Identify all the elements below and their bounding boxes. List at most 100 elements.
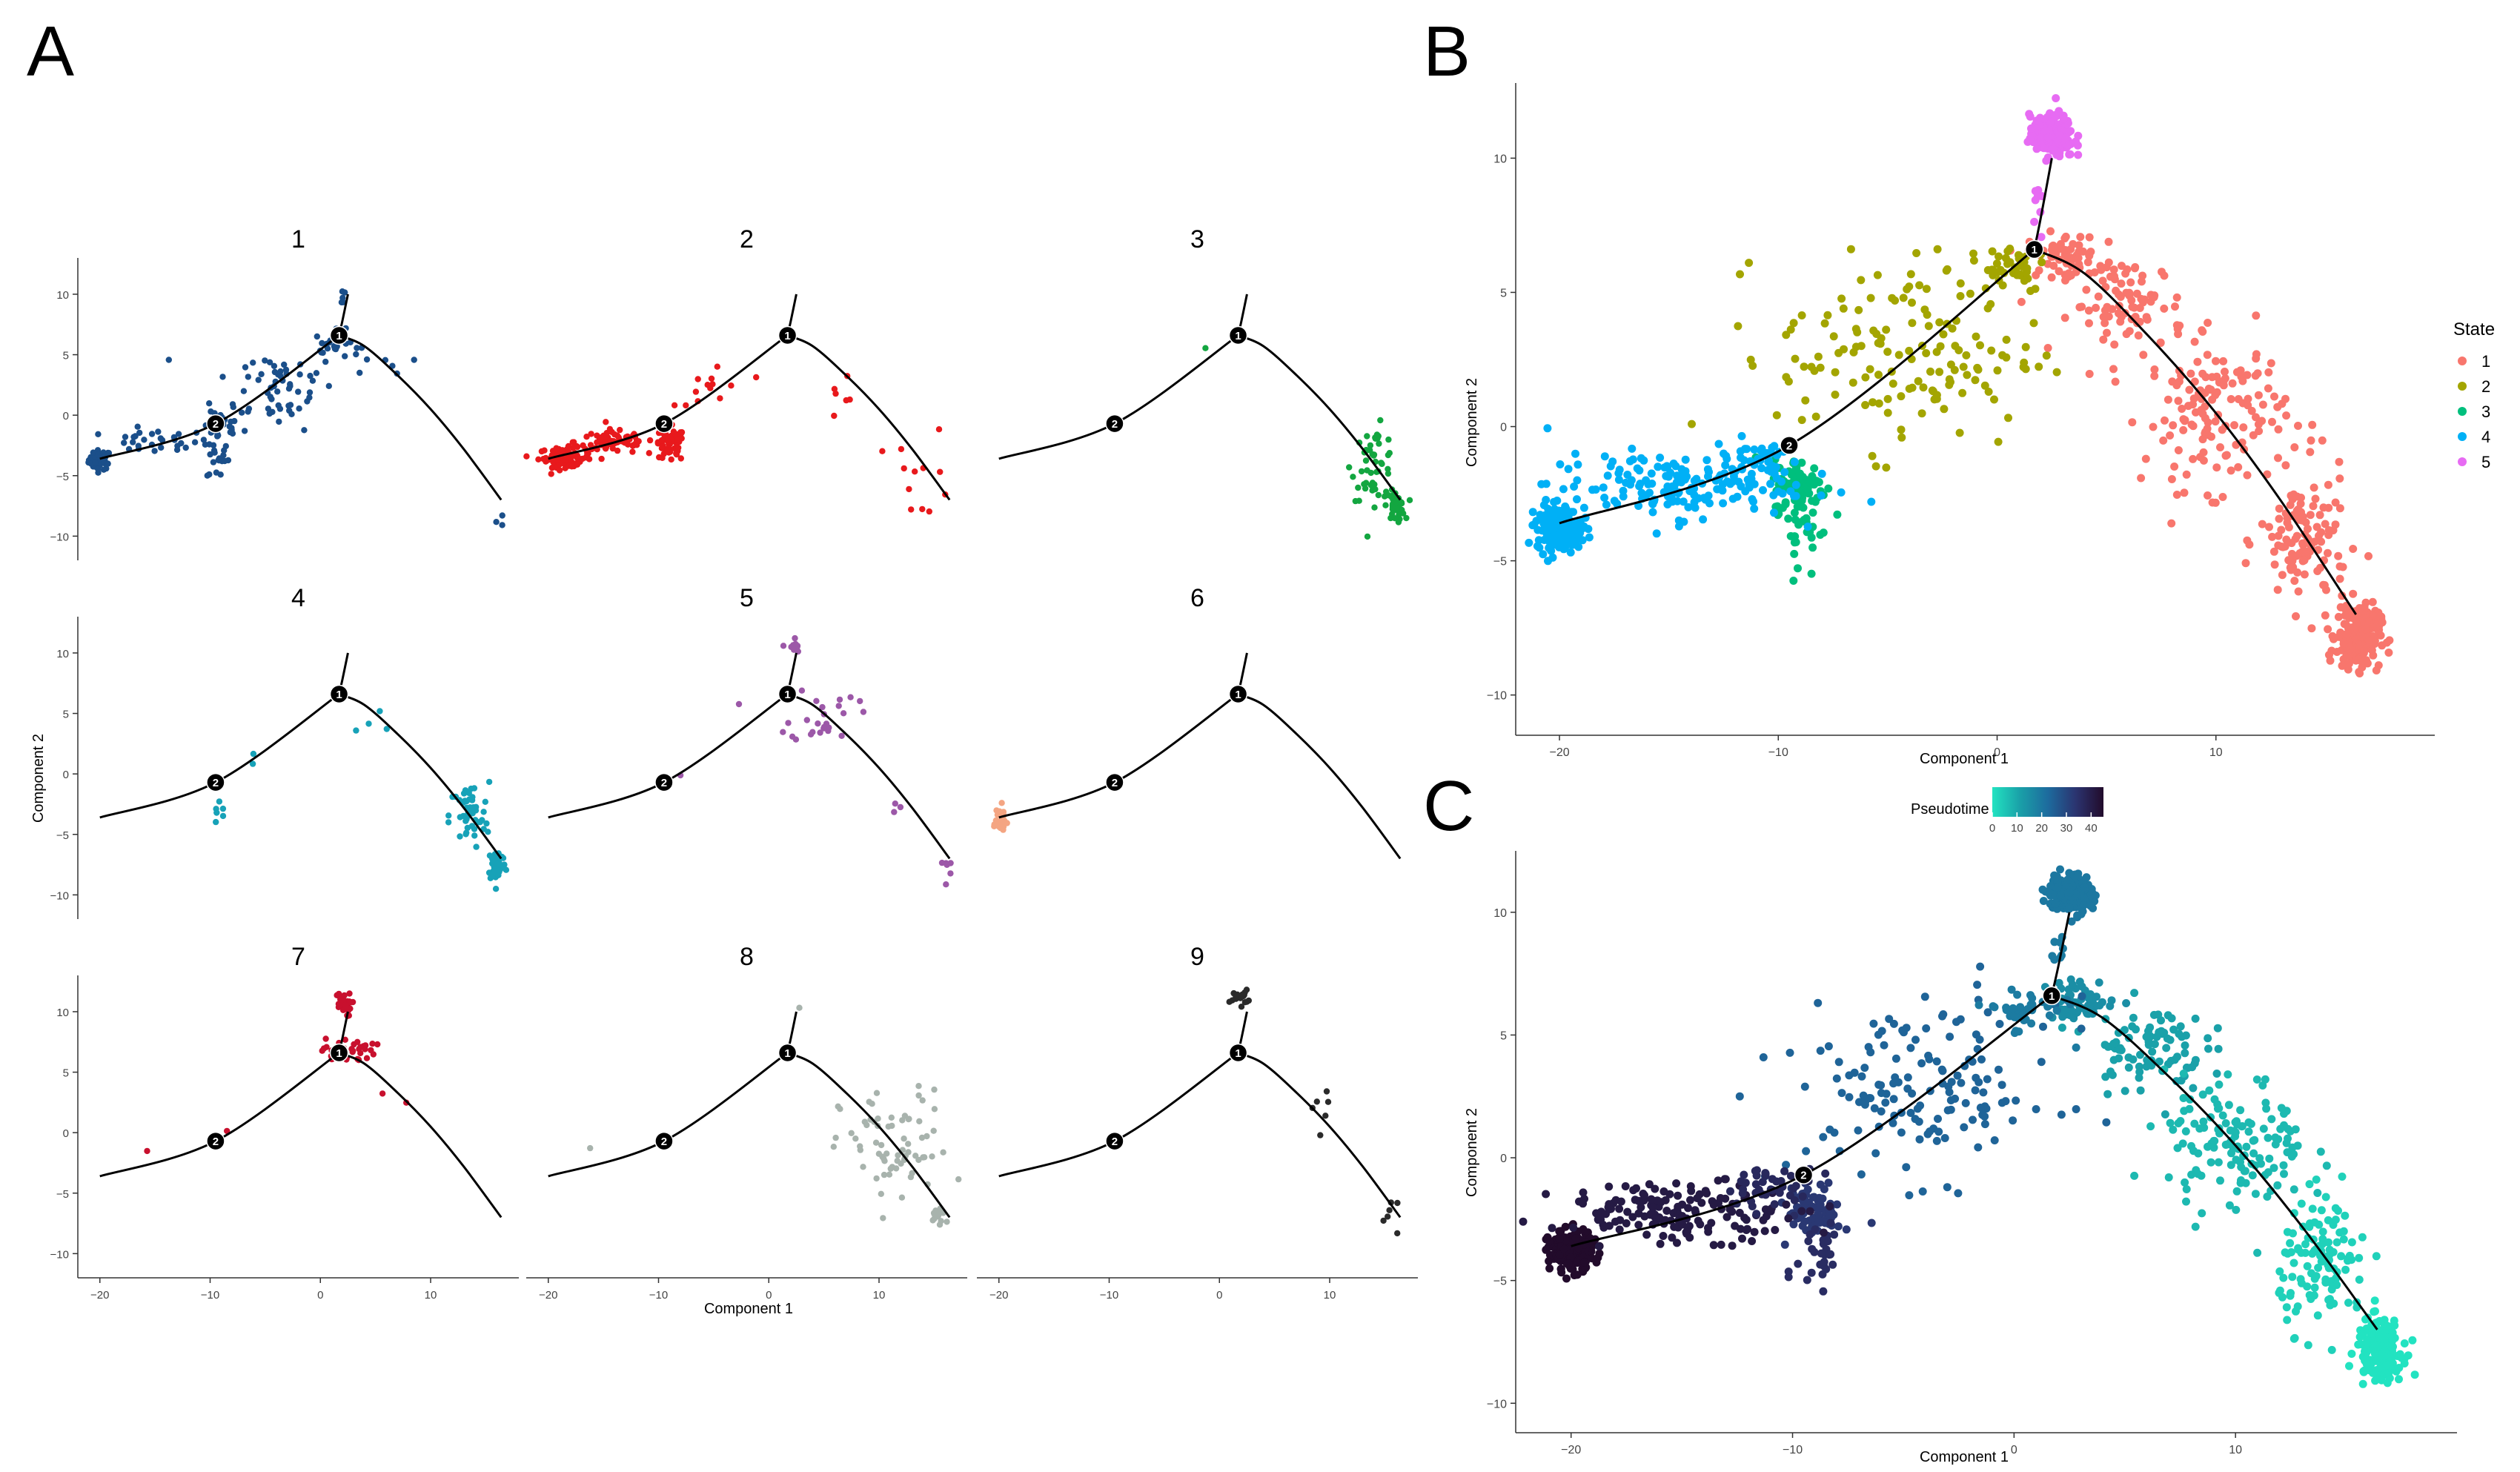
data-point (1574, 1244, 1583, 1253)
data-point (1925, 1055, 1934, 1064)
data-point (1672, 1179, 1681, 1188)
data-point (1906, 270, 1915, 279)
data-point (1902, 1163, 1911, 1172)
data-point (2190, 337, 2199, 346)
data-point (1734, 322, 1743, 331)
data-point (2103, 328, 2111, 337)
data-point (1880, 1041, 1889, 1050)
data-point (2126, 278, 2135, 287)
data-point (2262, 1104, 2271, 1113)
trajectory-branch (548, 693, 789, 819)
data-point (1728, 494, 1737, 503)
data-point (2283, 514, 2292, 523)
data-point (2032, 271, 2040, 279)
data-point (2060, 234, 2069, 243)
data-point (1797, 416, 1806, 425)
data-point (2109, 265, 2118, 274)
data-point (411, 357, 417, 363)
data-point (1920, 992, 1929, 1001)
data-point (2261, 1098, 2270, 1107)
data-point (2085, 994, 2093, 1003)
data-point (2252, 413, 2260, 422)
data-point (1559, 1244, 1568, 1253)
data-point (2274, 425, 2283, 434)
data-point (1929, 387, 1937, 396)
data-point (2372, 1252, 2381, 1261)
data-point (2227, 1149, 2235, 1158)
data-point (1987, 346, 1996, 355)
data-point (2372, 616, 2381, 625)
data-point (2298, 540, 2307, 549)
y-tick-label: 10 (1493, 153, 1507, 165)
data-point (2086, 901, 2095, 910)
data-point (1874, 371, 1883, 379)
data-point (2189, 454, 2198, 463)
data-point (2052, 94, 2060, 102)
data-point (2002, 1006, 2011, 1015)
colorbar-tick-label: 10 (2011, 822, 2023, 835)
data-point (100, 466, 107, 473)
data-point (2309, 502, 2318, 511)
data-point (2291, 534, 2300, 543)
data-point (2324, 1216, 2332, 1224)
data-point (1768, 1175, 1777, 1184)
legend-label: 1 (2481, 352, 2490, 371)
data-point (2258, 1081, 2267, 1090)
data-point (1905, 1191, 1914, 1200)
data-point (2124, 1053, 2133, 1062)
data-point (2340, 620, 2349, 629)
data-point (1989, 267, 1998, 275)
data-point (708, 375, 715, 382)
data-point (2142, 1062, 2151, 1071)
data-point (2400, 1339, 2409, 1347)
branch-node-label: 1 (336, 1047, 342, 1060)
data-point (1800, 362, 1808, 371)
data-point (1544, 557, 1552, 566)
data-point (2339, 1235, 2348, 1244)
data-point (1528, 508, 1537, 517)
data-point (1800, 1082, 1809, 1091)
data-point (2358, 1379, 2367, 1388)
data-point (1932, 348, 1941, 357)
data-point (1684, 1204, 1692, 1213)
data-point (1628, 455, 1637, 464)
data-point (1961, 1098, 1970, 1107)
data-point (2334, 632, 2343, 641)
data-point (1803, 523, 1812, 531)
data-point (1773, 502, 1782, 511)
data-point (365, 720, 372, 727)
data-point (2185, 1104, 2194, 1113)
branch-node-label: 2 (1112, 1136, 1118, 1148)
data-point (523, 453, 530, 460)
data-point (2306, 448, 2315, 457)
data-point (369, 1041, 376, 1047)
data-point (2361, 1366, 2369, 1375)
data-point (1000, 823, 1007, 830)
data-point (1679, 497, 1688, 506)
data-point (1571, 1234, 1580, 1243)
data-point (1375, 433, 1382, 440)
data-point (2060, 1005, 2069, 1014)
data-point (2267, 1115, 2276, 1124)
data-point (485, 829, 491, 835)
data-point (1528, 521, 1537, 530)
data-point (322, 358, 329, 365)
data-point (1674, 1191, 1682, 1200)
data-point (274, 388, 281, 395)
data-point (1867, 1219, 1876, 1227)
data-point (1656, 454, 1665, 462)
branch-node-label: 1 (784, 330, 790, 342)
data-point (2130, 989, 2139, 998)
data-point (780, 729, 786, 735)
data-point (1877, 1027, 1886, 1035)
data-point (1578, 536, 1587, 545)
data-point (2361, 625, 2370, 634)
x-tick-label: −20 (1561, 1444, 1581, 1456)
data-point (2009, 1004, 2017, 1012)
data-point (282, 366, 290, 373)
data-point (2347, 1238, 2356, 1247)
data-point (1801, 396, 1810, 405)
branch-node (2024, 239, 2044, 259)
data-point (2277, 526, 2286, 534)
data-point (1752, 1166, 1761, 1175)
